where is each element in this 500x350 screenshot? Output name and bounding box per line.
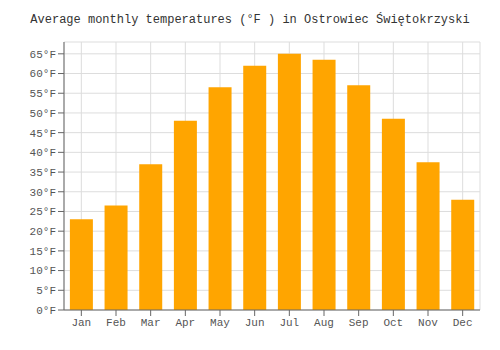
svg-text:Jan: Jan — [71, 317, 91, 329]
svg-text:50°F: 50°F — [30, 108, 56, 120]
svg-text:Oct: Oct — [383, 317, 403, 329]
svg-text:0°F: 0°F — [36, 305, 56, 317]
svg-text:Apr: Apr — [175, 317, 195, 329]
svg-text:10°F: 10°F — [30, 265, 56, 277]
svg-text:5°F: 5°F — [36, 285, 56, 297]
svg-text:60°F: 60°F — [30, 68, 56, 80]
svg-text:65°F: 65°F — [30, 49, 56, 61]
svg-text:30°F: 30°F — [30, 187, 56, 199]
svg-text:20°F: 20°F — [30, 226, 56, 238]
svg-text:55°F: 55°F — [30, 88, 56, 100]
svg-text:Aug: Aug — [314, 317, 334, 329]
svg-text:Jun: Jun — [245, 317, 265, 329]
svg-text:Dec: Dec — [453, 317, 473, 329]
svg-text:Mar: Mar — [141, 317, 161, 329]
svg-text:Nov: Nov — [418, 317, 438, 329]
svg-text:15°F: 15°F — [30, 246, 56, 258]
svg-text:Sep: Sep — [349, 317, 369, 329]
svg-text:40°F: 40°F — [30, 147, 56, 159]
svg-text:Feb: Feb — [106, 317, 126, 329]
svg-text:Jul: Jul — [279, 317, 299, 329]
svg-text:25°F: 25°F — [30, 206, 56, 218]
svg-text:May: May — [210, 317, 230, 329]
svg-text:45°F: 45°F — [30, 128, 56, 140]
svg-text:35°F: 35°F — [30, 167, 56, 179]
html-text:Average monthly temperatures (: Average monthly temperatures (°F ) in Os… — [30, 13, 470, 27]
